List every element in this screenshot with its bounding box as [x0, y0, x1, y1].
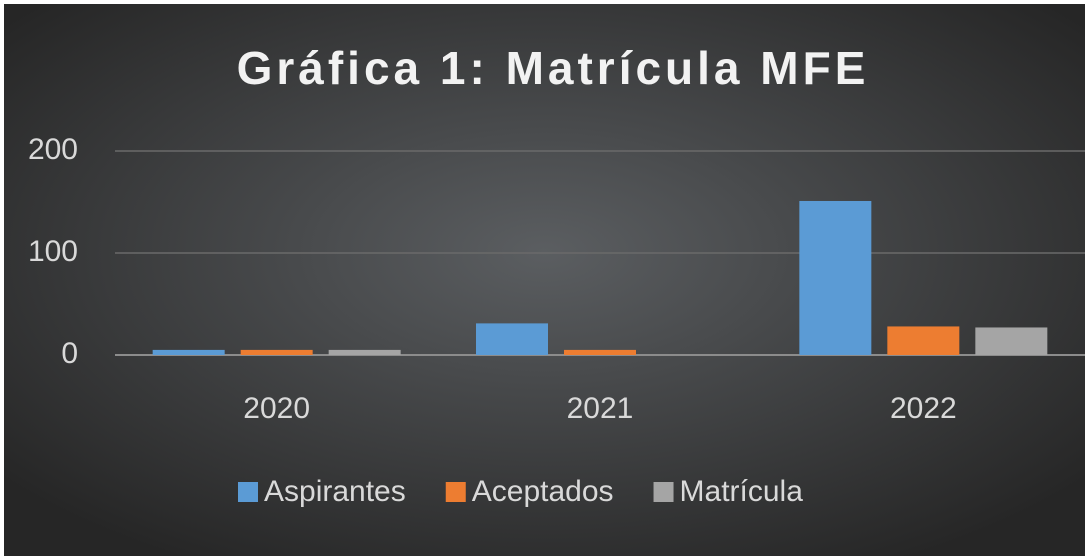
- y-tick-label: 0: [61, 337, 78, 370]
- x-tick-label: 2020: [243, 392, 310, 425]
- legend-swatch: [653, 482, 674, 502]
- bar: [887, 326, 960, 355]
- bar: [476, 323, 548, 355]
- legend-label: Aspirantes: [264, 475, 406, 508]
- bar: [240, 349, 313, 355]
- bar: [799, 200, 872, 355]
- bar: [975, 327, 1048, 355]
- x-tick-label: 2021: [567, 392, 634, 425]
- y-tick-label: 100: [28, 235, 78, 268]
- legend-swatch: [445, 482, 466, 502]
- chart-background: [4, 4, 1085, 556]
- legend-label: Matrícula: [680, 475, 804, 508]
- chart-title: Gráfica 1: Matrícula MFE: [237, 42, 870, 94]
- x-tick-label: 2022: [890, 392, 957, 425]
- bar: [152, 349, 225, 355]
- legend-swatch: [238, 482, 258, 502]
- bar: [328, 349, 401, 355]
- y-tick-label: 200: [28, 133, 78, 166]
- bar: [564, 349, 636, 355]
- legend-label: Aceptados: [472, 475, 614, 508]
